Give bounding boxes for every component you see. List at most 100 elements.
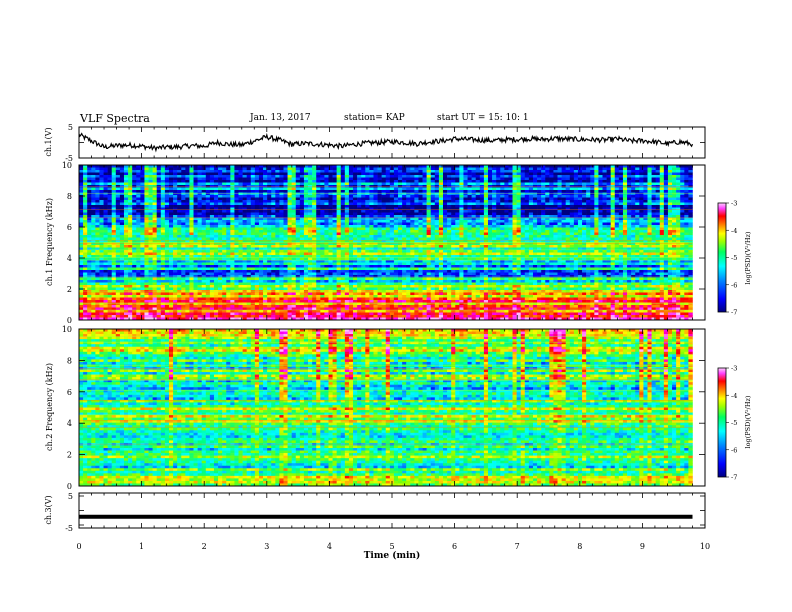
spectrogram-cell [618, 230, 624, 233]
spectrogram-cell [115, 245, 121, 248]
spectrogram-cell [353, 197, 358, 201]
spectrogram-cell [115, 217, 121, 221]
spectrogram-cell [434, 185, 440, 188]
spectrogram-cell [426, 170, 432, 173]
spectrogram-cell [549, 192, 554, 196]
spectrogram-cell [111, 207, 117, 211]
spectrogram-cell [111, 177, 117, 181]
spectrogram-cell [287, 192, 292, 196]
spectrogram-cell [340, 220, 346, 223]
spectrogram-cell [471, 207, 477, 211]
spectrogram-cell [684, 187, 689, 191]
spectrogram-cell [340, 222, 346, 226]
spectrogram-cell [369, 205, 374, 208]
spectrogram-cell [348, 192, 354, 196]
spectrogram-cell [627, 220, 632, 223]
spectrogram-cell [193, 177, 198, 181]
spectrogram-cell [234, 222, 239, 226]
spectrogram-cell [463, 175, 468, 178]
spectrogram-cell [332, 217, 337, 221]
spectrogram-cell [651, 207, 656, 211]
spectrogram-cell [193, 190, 198, 193]
spectrogram-cell [528, 240, 534, 243]
spectrogram-cell [434, 180, 440, 183]
spectrogram-cell [434, 195, 440, 198]
spectrogram-cell [545, 165, 550, 168]
spectrogram-cell [688, 212, 693, 216]
spectrogram-cell [520, 217, 526, 221]
spectrogram-cell [537, 177, 542, 181]
spectrogram-cell [434, 187, 440, 191]
spectrogram-cell [479, 175, 485, 178]
spectrogram-cell [353, 235, 358, 238]
spectrogram-cell [173, 240, 178, 243]
spectrogram-cell [492, 222, 497, 226]
spectrogram-cell [631, 235, 636, 238]
spectrogram-cell [369, 240, 374, 243]
spectrogram-cell [308, 170, 313, 173]
spectrogram-cell [328, 175, 333, 178]
spectrogram-cell [455, 167, 460, 171]
spectrogram-cell [193, 230, 198, 233]
spectrogram-cell [438, 165, 444, 168]
spectrogram-cell [103, 187, 108, 191]
spectrogram-cell [299, 217, 305, 221]
spectrogram-cell [414, 170, 419, 173]
spectrogram-cell [549, 170, 554, 173]
spectrogram-cell [160, 165, 166, 168]
spectrogram-cell [119, 235, 125, 238]
spectrogram-cell [320, 227, 325, 231]
spectrogram-cell [263, 215, 268, 218]
spectrogram-cell [250, 215, 256, 218]
spectrogram-cell [328, 232, 333, 236]
spectrogram-cell [201, 172, 207, 176]
spectrogram-cell [242, 237, 247, 241]
spectrogram-cell [99, 175, 104, 178]
spectrogram-cell [622, 227, 628, 231]
spectrogram-cell [148, 217, 153, 221]
spectrogram-cell [586, 187, 591, 191]
spectrogram-cell [524, 190, 530, 193]
spectrogram-cell [434, 165, 440, 168]
spectrogram-cell [430, 165, 436, 168]
spectrogram-cell [144, 207, 149, 211]
spectrogram-cell [586, 205, 591, 208]
spectrogram-cell [103, 237, 108, 241]
spectrogram-cell [136, 230, 141, 233]
spectrogram-cell [340, 225, 346, 228]
spectrogram-cell [123, 200, 129, 203]
spectrogram-cell [684, 237, 689, 241]
spectrogram-cell [655, 192, 661, 196]
spectrogram-cell [672, 220, 677, 223]
spectrogram-cell [443, 230, 448, 233]
spectrogram-cell [189, 232, 194, 236]
spectrogram-cell [496, 205, 501, 208]
spectrogram-cell [181, 240, 186, 243]
spectrogram-cell [181, 177, 186, 181]
spectrogram-cell [209, 222, 215, 226]
spectrogram-cell [483, 207, 489, 211]
spectrogram-cell [357, 195, 362, 198]
spectrogram-cell [230, 182, 235, 186]
spectrogram-cell [622, 197, 628, 201]
spectrogram-cell [434, 177, 440, 181]
spectrogram-cell [627, 165, 632, 168]
spectrogram-cell [357, 217, 362, 221]
spectrogram-cell [209, 192, 215, 196]
spectrogram-cell [226, 182, 231, 186]
spectrogram-cell [483, 242, 489, 246]
spectrogram-cell [467, 170, 472, 173]
spectrogram-cell [87, 200, 92, 203]
spectrogram-cell [205, 167, 211, 171]
spectrogram-cell [618, 185, 624, 188]
spectrogram-cell [631, 200, 636, 203]
spectrogram-cell [308, 177, 313, 181]
spectrogram-cell [447, 197, 452, 201]
spectrogram-cell [549, 227, 554, 231]
spectrogram-cell [324, 217, 329, 221]
spectrogram-cell [573, 205, 579, 208]
spectrogram-cell [418, 240, 423, 243]
spectrogram-cell [263, 205, 268, 208]
spectrogram-cell [353, 202, 358, 206]
spectrogram-cell [213, 190, 219, 193]
